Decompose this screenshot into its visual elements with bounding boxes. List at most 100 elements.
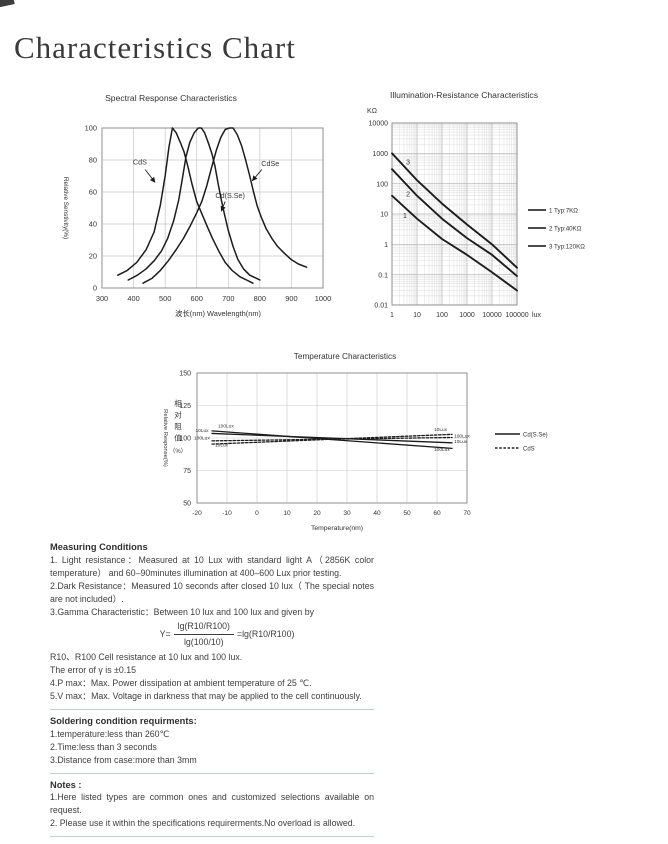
section-divider (50, 708, 374, 710)
svg-text:1000: 1000 (315, 294, 331, 303)
spectral-annotations: CdS Cd(S.Se) CdSe (133, 158, 279, 212)
svg-text:50: 50 (183, 501, 191, 508)
spectral-x-label: 波长(nm) Wavelength(nm) (175, 309, 261, 318)
formula-fraction: lg(R10/R100) lg(100/10) (173, 620, 234, 649)
measuring-item: 4.P max：Max. Power dissipation at ambien… (50, 678, 312, 689)
spectral-series (117, 127, 308, 284)
svg-text:1000: 1000 (372, 151, 388, 158)
svg-text:50: 50 (403, 510, 411, 517)
lux-label: 100Lux (434, 447, 450, 453)
svg-text:100000: 100000 (505, 312, 528, 319)
lux-label: 10Lux (434, 427, 448, 433)
formula-denominator: lg(100/10) (183, 637, 224, 648)
curve-number-label: 1 (403, 213, 407, 220)
soldering-item: 1.temperature:less than 260℃ (50, 728, 170, 739)
legend-entry: 3 Typ:120KΩ (549, 243, 585, 250)
svg-text:600: 600 (191, 294, 203, 303)
svg-text:300: 300 (96, 294, 108, 303)
measuring-item: 3.Gamma Characteristic：Between 10 lux an… (50, 606, 315, 617)
illumination-legend: 1 Typ:7KΩ 2 Typ:40KΩ 3 Typ:120KΩ (528, 207, 585, 250)
spectral-chart-svg: Spectral Response Characteristics 0 20 40 60… (62, 93, 331, 318)
spectral-axes: 0 20 40 60 80 100 300 400 500 600 700 800 900 1000 波长(… (62, 124, 331, 318)
svg-text:30: 30 (343, 510, 351, 517)
formula-numerator: lg(R10/R100) (173, 620, 234, 636)
svg-text:1000: 1000 (459, 312, 475, 319)
svg-text:60: 60 (433, 510, 441, 517)
svg-text:-20: -20 (192, 510, 202, 517)
svg-text:75: 75 (183, 468, 191, 475)
svg-text:700: 700 (222, 294, 234, 303)
svg-text:150: 150 (179, 371, 191, 378)
temperature-y-label-cn: 相 (174, 398, 182, 408)
notes-heading: Notes : (50, 779, 82, 790)
temperature-legend: Cd(S.Se) CdS (495, 432, 548, 452)
lux-label: 10Lux (196, 428, 210, 434)
temperature-chart-title: Temperature Characteristics (294, 352, 396, 361)
illumination-chart-svg: Illumination-Resistance Characteristics K… (367, 90, 585, 319)
section-divider (50, 836, 374, 838)
soldering-item: 3.Distance from case:more than 3mm (50, 754, 197, 765)
svg-text:800: 800 (254, 294, 266, 303)
temperature-y-label-cn: 对 (174, 410, 182, 420)
svg-text:0.1: 0.1 (378, 272, 388, 279)
illumination-y-unit: KΩ (367, 108, 377, 115)
spectral-chart-title: Spectral Response Characteristics (105, 93, 237, 103)
temperature-y-label-cn: 值 (174, 433, 182, 443)
temperature-line-labels: 100Lux10Lux100Lux10Lux10Lux100Lux10Lux10… (194, 423, 470, 453)
curve-number-label: 2 (406, 191, 410, 198)
temperature-series (211, 430, 453, 450)
svg-text:500: 500 (159, 294, 171, 303)
lux-label: 100Lux (218, 423, 234, 429)
series-label: CdS (133, 158, 147, 167)
curve-number-label: 3 (406, 159, 410, 166)
svg-text:80: 80 (89, 156, 97, 165)
notes-item: 2. Please use it within the specificatio… (50, 818, 356, 829)
temperature-grid (196, 372, 468, 504)
legend-entry: 2 Typ:40KΩ (549, 225, 582, 232)
svg-text:100: 100 (376, 181, 388, 188)
svg-text:20: 20 (89, 252, 97, 261)
lux-label: 10Lux (215, 442, 229, 448)
svg-text:10: 10 (380, 212, 388, 219)
svg-text:60: 60 (89, 188, 97, 197)
scan-corner-artifact (0, 0, 15, 8)
svg-text:100: 100 (85, 124, 97, 133)
page-title: Characteristics Chart (14, 30, 296, 65)
lux-label: 10Lux (454, 439, 468, 445)
svg-text:125: 125 (179, 403, 191, 410)
svg-text:0: 0 (93, 284, 97, 293)
lux-label: 100Lux (454, 434, 470, 440)
legend-entry: 1 Typ:7KΩ (549, 207, 578, 214)
illumination-x-unit: lux (532, 312, 541, 319)
svg-text:-10: -10 (222, 510, 232, 517)
notes-item: 1.Here listed types are common ones and … (50, 792, 374, 816)
svg-text:900: 900 (285, 294, 297, 303)
svg-text:100: 100 (179, 436, 191, 443)
temperature-x-label: Temperature(nm) (311, 525, 363, 532)
svg-text:100: 100 (436, 312, 448, 319)
legend-entry: Cd(S.Se) (523, 432, 548, 438)
temperature-y-label-en: Relative Response(%) (162, 409, 168, 467)
lux-label: 100Lux (194, 436, 210, 442)
svg-text:40: 40 (373, 510, 381, 517)
svg-text:1: 1 (390, 312, 394, 319)
measuring-item: 1. Light resistance：Measured at 10 Lux w… (50, 554, 374, 578)
formula-lhs: Y= (159, 629, 171, 640)
svg-text:10000: 10000 (482, 312, 502, 319)
illumination-resistance-chart: Illumination-Resistance Characteristics K… (343, 85, 668, 330)
spectral-response-chart: Spectral Response Characteristics 0 20 40 60… (30, 88, 340, 330)
section-divider (50, 772, 374, 774)
series-label: CdSe (261, 159, 279, 168)
series-label: Cd(S.Se) (215, 191, 245, 200)
measuring-item: 5.V max：Max. Voltage in darkness that ma… (50, 690, 362, 701)
illumination-chart-title: Illumination-Resistance Characteristics (390, 90, 538, 100)
temperature-characteristics-chart: Temperature Characteristics 150 125 100 75 50… (128, 348, 608, 543)
measuring-item: The error of γ is ±0.15 (50, 665, 136, 676)
soldering-item: 2.Time:less than 3 seconds (50, 741, 157, 752)
svg-text:0.01: 0.01 (374, 303, 388, 310)
svg-text:0: 0 (255, 510, 259, 517)
measuring-item: 2.Dark Resistance：Measured 10 seconds af… (50, 580, 374, 604)
temperature-chart-svg: Temperature Characteristics 150 125 100 75 50… (162, 352, 548, 533)
